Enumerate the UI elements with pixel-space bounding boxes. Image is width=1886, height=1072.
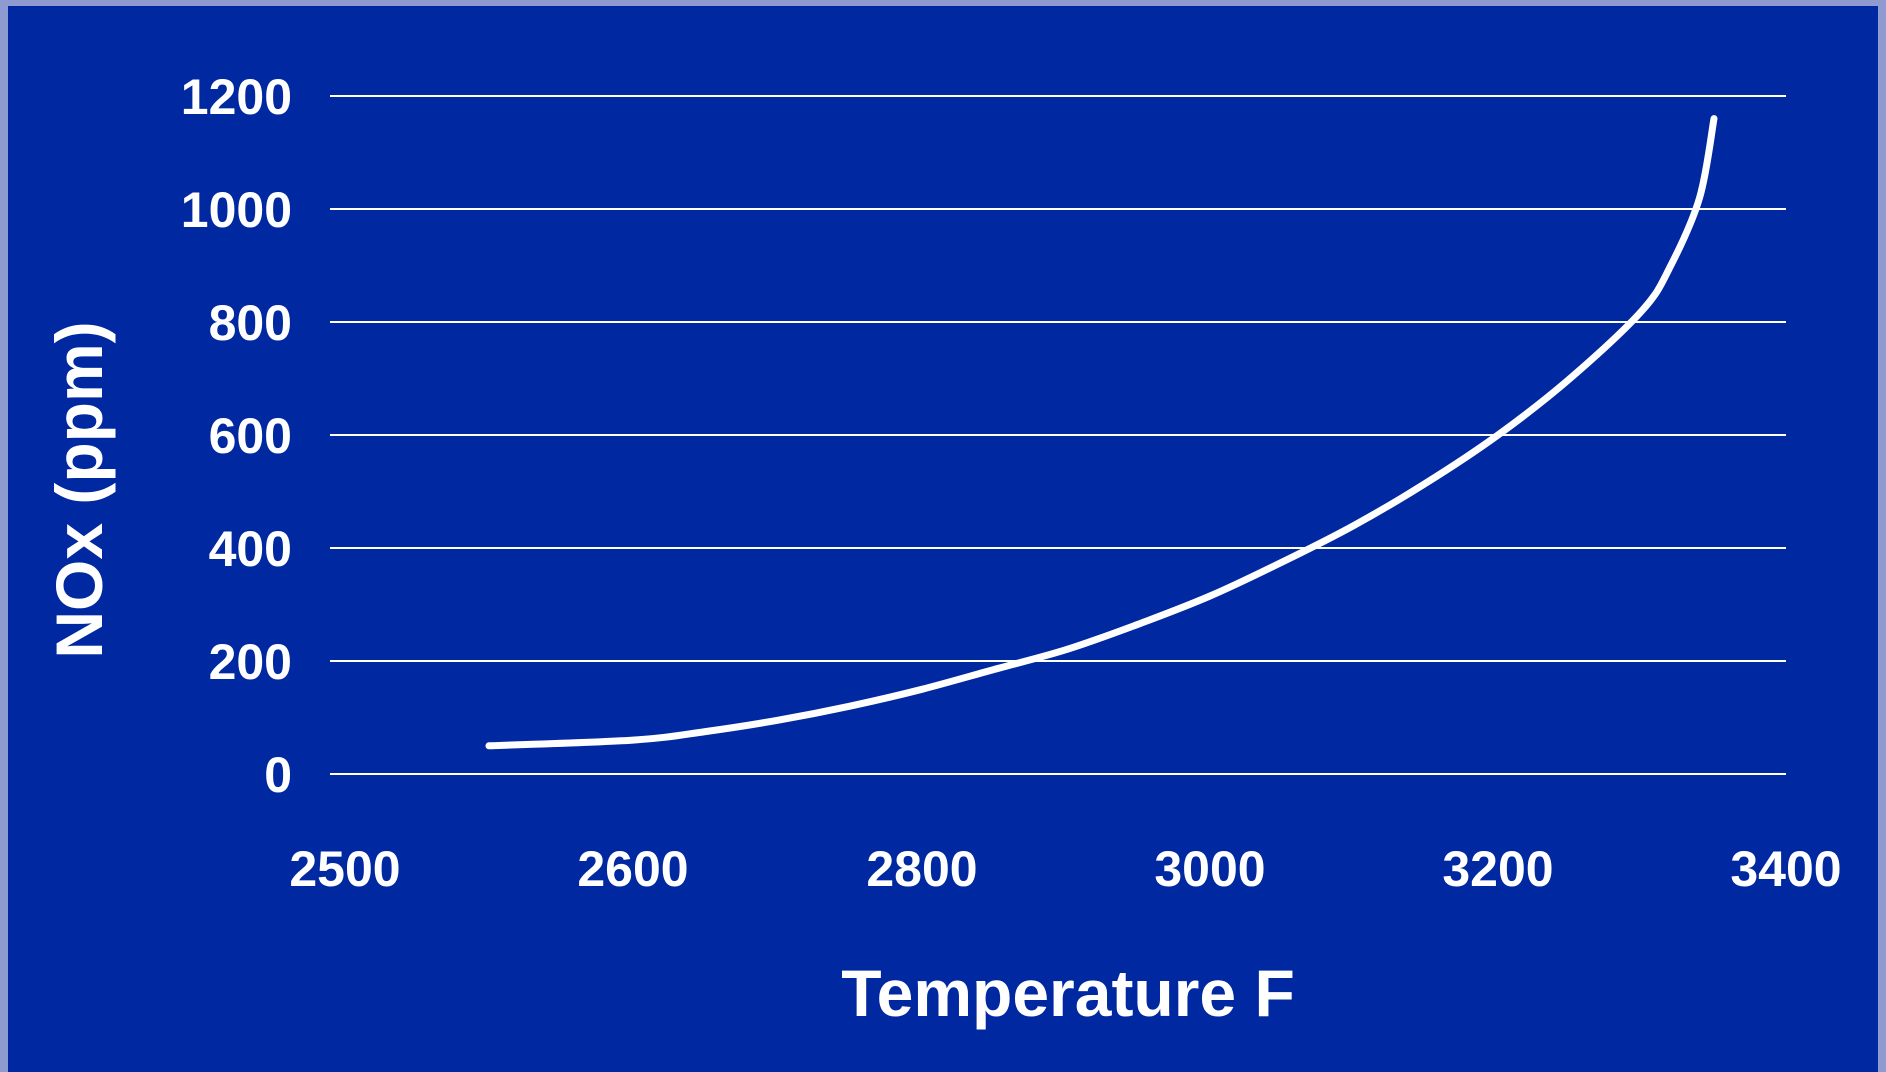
y-tick-label-400: 400 — [209, 521, 292, 577]
chart-background — [8, 6, 1878, 1072]
y-tick-labels: 0 200 400 600 800 1000 1200 — [181, 69, 292, 803]
y-tick-label-1200: 1200 — [181, 69, 292, 125]
y-tick-label-0: 0 — [264, 747, 292, 803]
x-tick-label-2800: 2800 — [866, 841, 977, 897]
x-tick-label-3000: 3000 — [1154, 841, 1265, 897]
grid-lines — [330, 95, 1786, 775]
y-tick-label-200: 200 — [209, 634, 292, 690]
series-lines — [485, 115, 1718, 750]
x-tick-label-2500: 2500 — [289, 841, 400, 897]
x-tick-label-3400: 3400 — [1730, 841, 1841, 897]
y-tick-label-800: 800 — [209, 295, 292, 351]
x-axis-title: Temperature F — [841, 956, 1295, 1030]
y-tick-label-1000: 1000 — [181, 182, 292, 238]
x-tick-label-3200: 3200 — [1442, 841, 1553, 897]
x-tick-label-2600: 2600 — [577, 841, 688, 897]
y-tick-label-600: 600 — [209, 408, 292, 464]
y-axis-title: NOx (ppm) — [42, 321, 116, 658]
series-line-0 — [485, 115, 1718, 750]
x-tick-labels: 2500 2600 2800 3000 3200 3400 — [289, 841, 1841, 897]
